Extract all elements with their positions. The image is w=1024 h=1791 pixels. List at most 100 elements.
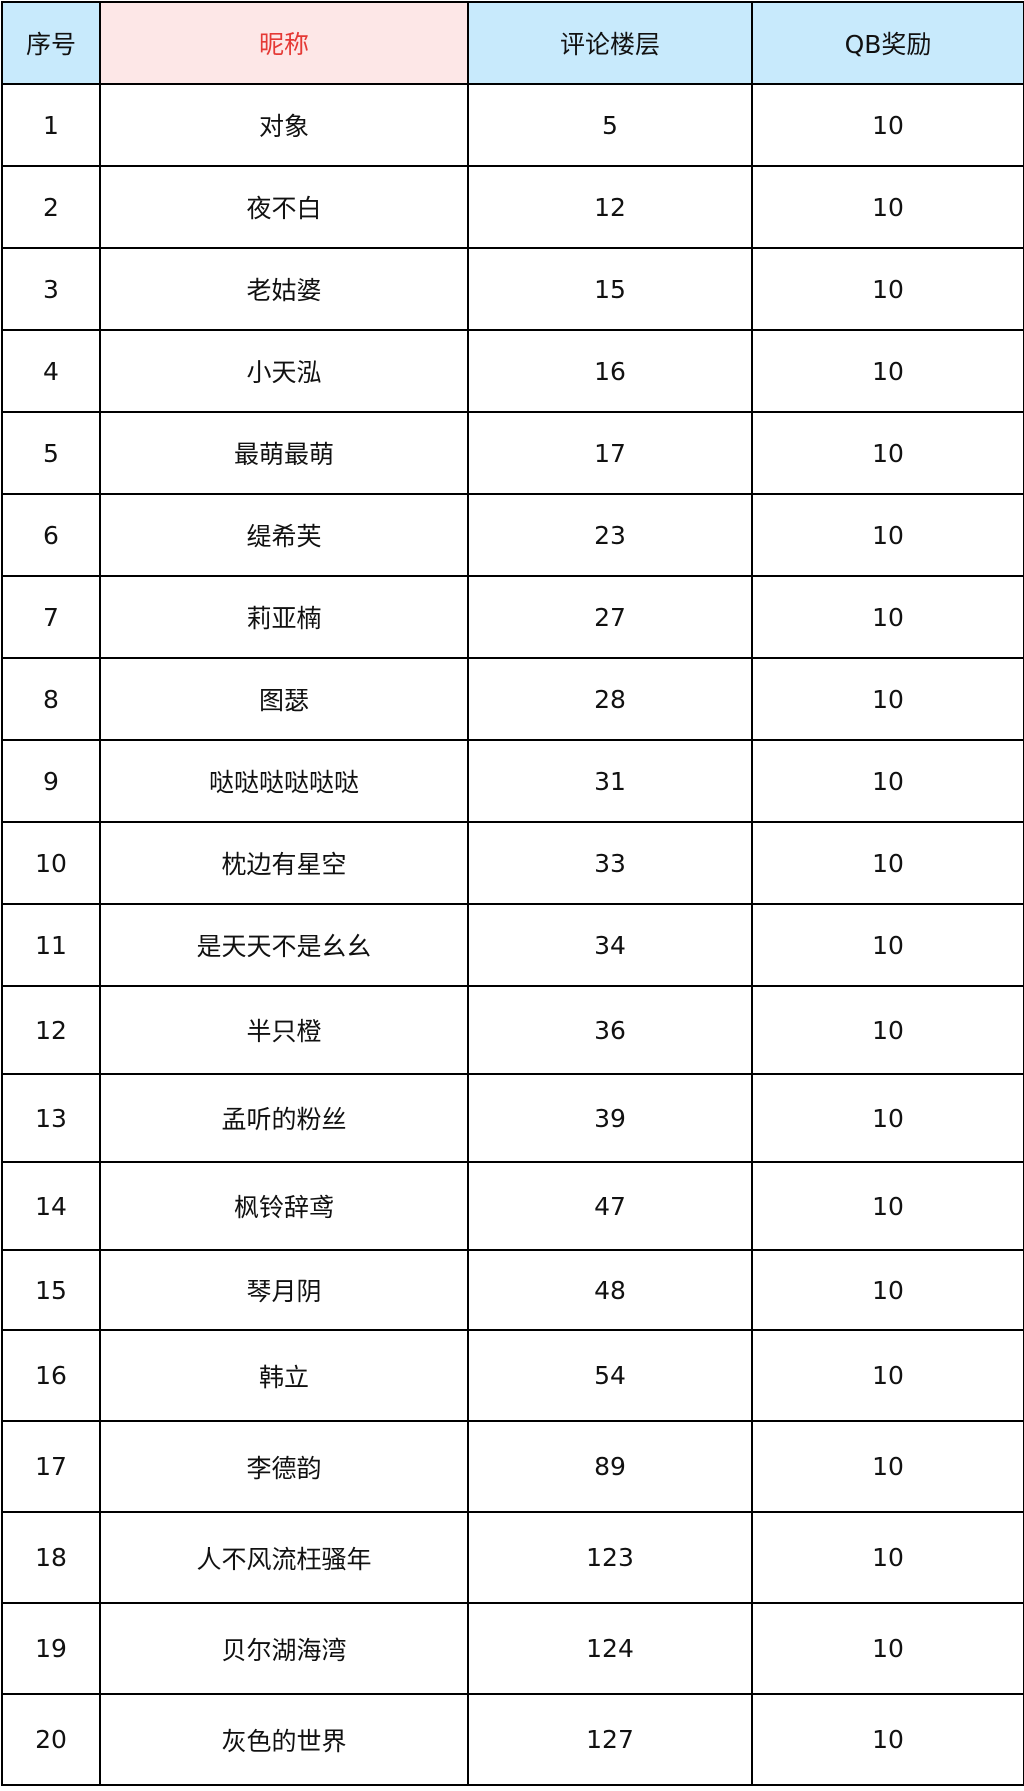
cell-qb-reward: 10: [751, 247, 1024, 331]
cell-comment-floor: 28: [467, 657, 753, 741]
table-row: 13 孟听的粉丝 39 10: [1, 1073, 1024, 1163]
cell-nickname: 图瑟: [99, 657, 469, 741]
cell-nickname: 琴月阴: [99, 1249, 469, 1331]
cell-nickname: 是天天不是幺幺: [99, 903, 469, 987]
table-row: 19 贝尔湖海湾 124 10: [1, 1602, 1024, 1695]
cell-nickname: 灰色的世界: [99, 1693, 469, 1786]
cell-index: 10: [1, 821, 101, 905]
cell-index: 14: [1, 1161, 101, 1251]
cell-comment-floor: 34: [467, 903, 753, 987]
cell-index: 16: [1, 1329, 101, 1422]
table-row: 6 缇希芙 23 10: [1, 493, 1024, 577]
table-row: 18 人不风流枉骚年 123 10: [1, 1511, 1024, 1604]
cell-index: 7: [1, 575, 101, 659]
cell-index: 8: [1, 657, 101, 741]
cell-nickname: 孟听的粉丝: [99, 1073, 469, 1163]
cell-qb-reward: 10: [751, 821, 1024, 905]
table-row: 3 老姑婆 15 10: [1, 247, 1024, 331]
table-row: 2 夜不白 12 10: [1, 165, 1024, 249]
cell-index: 19: [1, 1602, 101, 1695]
header-qb-reward: QB奖励: [751, 1, 1024, 85]
cell-comment-floor: 89: [467, 1420, 753, 1513]
cell-comment-floor: 39: [467, 1073, 753, 1163]
table-row: 4 小天泓 16 10: [1, 329, 1024, 413]
cell-qb-reward: 10: [751, 575, 1024, 659]
cell-qb-reward: 10: [751, 165, 1024, 249]
cell-comment-floor: 16: [467, 329, 753, 413]
table-row: 20 灰色的世界 127 10: [1, 1693, 1024, 1786]
header-row: 序号 昵称 评论楼层 QB奖励: [1, 1, 1024, 85]
cell-qb-reward: 10: [751, 1420, 1024, 1513]
cell-comment-floor: 12: [467, 165, 753, 249]
cell-qb-reward: 10: [751, 985, 1024, 1075]
cell-comment-floor: 124: [467, 1602, 753, 1695]
table-row: 17 李德韵 89 10: [1, 1420, 1024, 1513]
table-row: 11 是天天不是幺幺 34 10: [1, 903, 1024, 987]
cell-qb-reward: 10: [751, 739, 1024, 823]
cell-comment-floor: 127: [467, 1693, 753, 1786]
cell-nickname: 老姑婆: [99, 247, 469, 331]
cell-comment-floor: 15: [467, 247, 753, 331]
cell-nickname: 莉亚楠: [99, 575, 469, 659]
cell-qb-reward: 10: [751, 1073, 1024, 1163]
cell-comment-floor: 123: [467, 1511, 753, 1604]
cell-nickname: 对象: [99, 83, 469, 167]
cell-nickname: 最萌最萌: [99, 411, 469, 495]
cell-qb-reward: 10: [751, 657, 1024, 741]
cell-index: 17: [1, 1420, 101, 1513]
cell-index: 6: [1, 493, 101, 577]
cell-index: 18: [1, 1511, 101, 1604]
cell-qb-reward: 10: [751, 903, 1024, 987]
cell-index: 9: [1, 739, 101, 823]
cell-comment-floor: 36: [467, 985, 753, 1075]
cell-qb-reward: 10: [751, 493, 1024, 577]
table-row: 14 枫铃辞鸢 47 10: [1, 1161, 1024, 1251]
cell-comment-floor: 5: [467, 83, 753, 167]
cell-index: 12: [1, 985, 101, 1075]
header-nickname: 昵称: [99, 1, 469, 85]
cell-index: 15: [1, 1249, 101, 1331]
cell-qb-reward: 10: [751, 83, 1024, 167]
cell-qb-reward: 10: [751, 411, 1024, 495]
cell-qb-reward: 10: [751, 1161, 1024, 1251]
cell-comment-floor: 48: [467, 1249, 753, 1331]
cell-qb-reward: 10: [751, 1602, 1024, 1695]
cell-comment-floor: 27: [467, 575, 753, 659]
cell-comment-floor: 17: [467, 411, 753, 495]
cell-qb-reward: 10: [751, 1693, 1024, 1786]
cell-comment-floor: 33: [467, 821, 753, 905]
cell-comment-floor: 23: [467, 493, 753, 577]
table-row: 9 哒哒哒哒哒哒 31 10: [1, 739, 1024, 823]
cell-qb-reward: 10: [751, 1249, 1024, 1331]
table-row: 5 最萌最萌 17 10: [1, 411, 1024, 495]
cell-index: 1: [1, 83, 101, 167]
cell-nickname: 枕边有星空: [99, 821, 469, 905]
cell-qb-reward: 10: [751, 1329, 1024, 1422]
cell-nickname: 夜不白: [99, 165, 469, 249]
table-row: 10 枕边有星空 33 10: [1, 821, 1024, 905]
cell-index: 11: [1, 903, 101, 987]
cell-nickname: 人不风流枉骚年: [99, 1511, 469, 1604]
cell-index: 4: [1, 329, 101, 413]
cell-index: 20: [1, 1693, 101, 1786]
header-comment-floor: 评论楼层: [467, 1, 753, 85]
cell-index: 3: [1, 247, 101, 331]
table-row: 16 韩立 54 10: [1, 1329, 1024, 1422]
cell-nickname: 小天泓: [99, 329, 469, 413]
table-row: 15 琴月阴 48 10: [1, 1249, 1024, 1331]
cell-qb-reward: 10: [751, 1511, 1024, 1604]
header-index: 序号: [1, 1, 101, 85]
cell-nickname: 枫铃辞鸢: [99, 1161, 469, 1251]
cell-nickname: 韩立: [99, 1329, 469, 1422]
cell-nickname: 贝尔湖海湾: [99, 1602, 469, 1695]
table-row: 1 对象 5 10: [1, 83, 1024, 167]
cell-nickname: 半只橙: [99, 985, 469, 1075]
table-row: 12 半只橙 36 10: [1, 985, 1024, 1075]
cell-nickname: 李德韵: [99, 1420, 469, 1513]
cell-comment-floor: 47: [467, 1161, 753, 1251]
cell-comment-floor: 31: [467, 739, 753, 823]
cell-comment-floor: 54: [467, 1329, 753, 1422]
cell-index: 13: [1, 1073, 101, 1163]
cell-index: 5: [1, 411, 101, 495]
